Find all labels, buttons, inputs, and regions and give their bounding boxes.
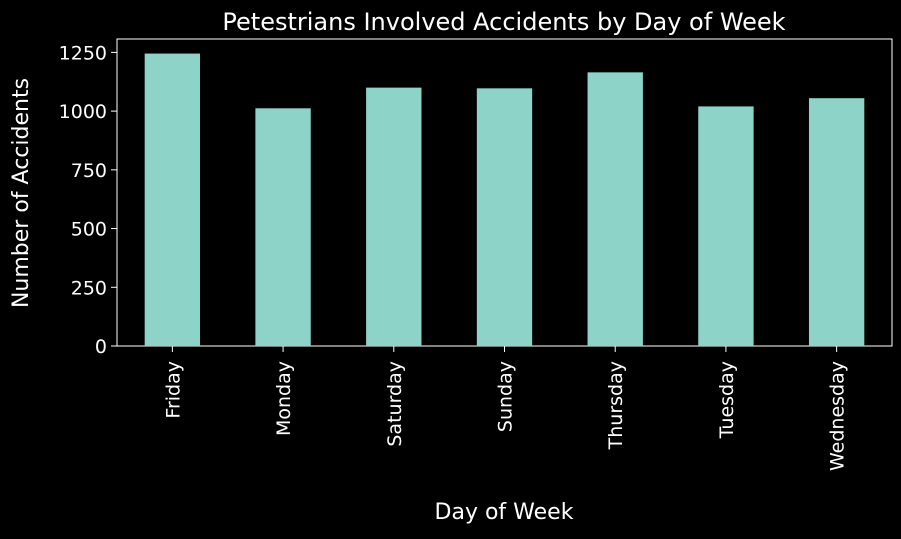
x-tick-label-tuesday: Tuesday bbox=[716, 361, 738, 439]
x-tick-label-monday: Monday bbox=[273, 361, 295, 436]
x-tick-label-sunday: Sunday bbox=[495, 361, 517, 432]
x-axis-ticks: Friday Monday Saturday Sunday Thursday Tuesda… bbox=[162, 346, 849, 471]
y-tick-label-1250: 1250 bbox=[59, 42, 107, 64]
bar-monday bbox=[255, 108, 311, 346]
bar-friday bbox=[144, 53, 201, 347]
x-axis-label: Day of Week bbox=[435, 500, 574, 525]
bars-layer bbox=[144, 53, 865, 347]
chart-title: Petestrians Involved Accidents by Day of… bbox=[222, 8, 785, 36]
y-tick-label-250: 250 bbox=[71, 277, 107, 299]
x-tick-label-wednesday: Wednesday bbox=[827, 361, 849, 471]
bar-thursday bbox=[587, 72, 643, 346]
y-tick-label-500: 500 bbox=[71, 219, 107, 241]
plot-area: 0 250 500 750 1000 1250 Friday Monday Saturday S… bbox=[59, 38, 893, 471]
bar-tuesday bbox=[698, 106, 754, 346]
y-tick-label-0: 0 bbox=[95, 336, 107, 358]
x-tick-label-friday: Friday bbox=[162, 361, 184, 419]
x-tick-label-thursday: Thursday bbox=[605, 361, 627, 450]
y-tick-label-1000: 1000 bbox=[59, 101, 107, 123]
x-tick-label-saturday: Saturday bbox=[384, 361, 406, 447]
bar-saturday bbox=[366, 87, 422, 347]
y-axis-ticks: 0 250 500 750 1000 1250 bbox=[59, 42, 117, 358]
bar-wednesday bbox=[808, 98, 865, 346]
bar-sunday bbox=[476, 88, 533, 346]
y-axis-label: Number of Accidents bbox=[9, 78, 34, 308]
y-tick-label-750: 750 bbox=[71, 160, 107, 182]
